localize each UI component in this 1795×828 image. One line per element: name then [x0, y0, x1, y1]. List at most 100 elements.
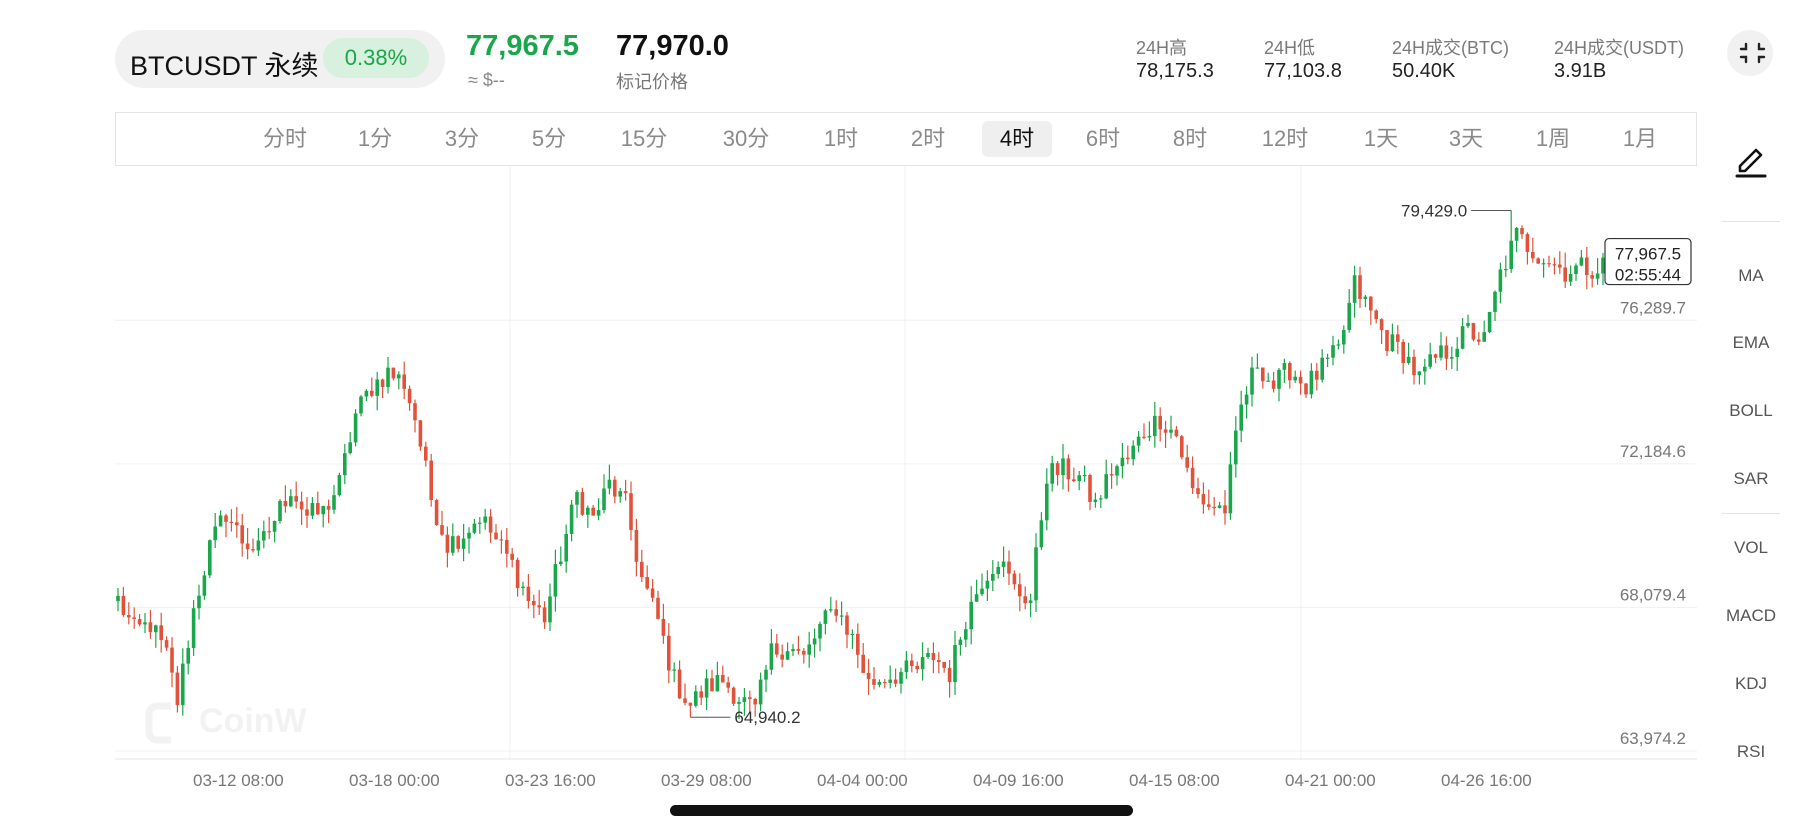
candle-body	[316, 503, 320, 515]
tab-timeframe-4h[interactable]: 4时	[999, 126, 1035, 151]
candle-body	[1153, 415, 1157, 437]
stat-24h-low-value: 77,103.8	[1264, 60, 1342, 82]
x-axis-tick-label: 04-21 00:00	[1285, 771, 1376, 790]
indicator-vol[interactable]: VOL	[1733, 538, 1769, 557]
candle-body	[1471, 323, 1476, 340]
candle-body	[910, 660, 914, 666]
candle-body	[1271, 380, 1276, 389]
symbol-label[interactable]: BTCUSDT 永续	[130, 51, 319, 81]
tab-timeframe-1d[interactable]: 1天	[1363, 126, 1399, 151]
candle-body	[742, 697, 747, 702]
candle-body	[1439, 345, 1443, 358]
tab-timeframe-2h[interactable]: 2时	[910, 126, 946, 151]
candle-body	[1007, 561, 1011, 574]
candle-body	[1261, 367, 1265, 382]
candle-body	[1207, 504, 1211, 507]
tab-timeframe-30m[interactable]: 30分	[722, 126, 770, 151]
mark-price-label: 标记价格	[616, 72, 688, 92]
candle-body	[1158, 415, 1162, 430]
candle-body	[607, 479, 612, 489]
candle-body	[181, 663, 185, 706]
candle-body	[996, 566, 1000, 574]
indicator-kdj[interactable]: KDJ	[1734, 674, 1768, 693]
candle-body	[974, 594, 979, 602]
candle-body	[661, 618, 666, 636]
candle-body	[1266, 380, 1270, 382]
tab-timeframe-1m[interactable]: 1分	[357, 126, 393, 151]
candle-body	[1217, 505, 1222, 509]
candle-body	[845, 615, 849, 635]
candle-body	[299, 501, 304, 510]
tab-timeframe-1w[interactable]: 1周	[1535, 126, 1571, 151]
candle-body	[375, 379, 379, 396]
candle-body	[1547, 263, 1551, 265]
candle-body	[143, 622, 147, 625]
tab-timeframe-line[interactable]: 分时	[262, 126, 307, 151]
candle-body	[1039, 520, 1044, 548]
tab-timeframe-6h[interactable]: 6时	[1085, 126, 1121, 151]
candle-body	[1509, 240, 1513, 269]
indicator-sar[interactable]: SAR	[1733, 469, 1769, 488]
candle-body	[191, 608, 196, 649]
candle-body	[488, 516, 493, 533]
timeframe-bar	[115, 112, 1697, 166]
collapse-fullscreen-button[interactable]	[1727, 30, 1773, 76]
candle-body	[326, 506, 331, 510]
indicator-rsi[interactable]: RSI	[1736, 742, 1766, 761]
indicator-ema[interactable]: EMA	[1732, 333, 1770, 352]
indicator-boll[interactable]: BOLL	[1729, 401, 1773, 420]
candle-body	[137, 619, 142, 625]
candle-body	[1180, 436, 1184, 458]
candle-body	[672, 669, 676, 671]
tab-timeframe-3d[interactable]: 3天	[1448, 126, 1484, 151]
draw-tool-button[interactable]	[1728, 136, 1772, 180]
candle-body	[197, 595, 201, 609]
candle-body	[499, 539, 504, 541]
candle-body	[715, 675, 720, 692]
candle-body	[213, 526, 217, 541]
stat-24h-high-label: 24H高	[1136, 38, 1188, 58]
candle-body	[235, 522, 239, 526]
indicator-ma[interactable]: MA	[1738, 266, 1764, 285]
candle-body	[667, 635, 671, 671]
x-axis-tick-label: 04-26 16:00	[1441, 771, 1532, 790]
candle-body	[958, 639, 963, 646]
candle-body	[1579, 257, 1584, 266]
candle-body	[677, 669, 682, 699]
candle-body	[888, 679, 892, 683]
tab-timeframe-15m[interactable]: 15分	[620, 126, 668, 151]
candle-body	[175, 672, 180, 706]
candle-body	[1498, 269, 1503, 292]
tab-timeframe-1mo[interactable]: 1月	[1622, 126, 1658, 151]
candle-body	[1396, 334, 1400, 342]
candle-body	[332, 495, 336, 510]
watermark-coinw: CoinW	[199, 702, 308, 740]
indicator-macd[interactable]: MACD	[1725, 606, 1777, 625]
candle-body	[602, 488, 606, 511]
stat-24h-vol-usdt-label: 24H成交(USDT)	[1554, 38, 1685, 58]
tab-timeframe-3m[interactable]: 3分	[444, 126, 480, 151]
tab-timeframe-1h[interactable]: 1时	[823, 126, 859, 151]
candle-body	[348, 442, 352, 454]
candle-body	[866, 672, 871, 680]
candle-body	[586, 507, 590, 515]
candle-body	[256, 540, 261, 551]
watermark-logo-icon	[145, 702, 171, 744]
candle-body	[1045, 483, 1049, 521]
candle-body	[656, 597, 660, 619]
candle-body	[278, 500, 282, 522]
candle-body	[1163, 429, 1168, 433]
tab-timeframe-12h[interactable]: 12时	[1261, 126, 1309, 151]
candle-body	[1455, 348, 1459, 358]
candle-body	[1120, 457, 1125, 467]
candle-body	[1450, 357, 1454, 359]
candlestick-chart[interactable]: 76,289.7 72,184.6 68,079.4 63,974.2 CoinW 79,…	[115, 166, 1697, 760]
candle-body	[872, 679, 876, 685]
candle-body	[380, 379, 385, 388]
tab-timeframe-8h[interactable]: 8时	[1172, 126, 1208, 151]
tab-timeframe-5m[interactable]: 5分	[531, 126, 567, 151]
candle-body	[1325, 357, 1330, 359]
candle-body	[494, 532, 498, 540]
candle-body	[1585, 257, 1589, 276]
candle-body	[397, 374, 401, 379]
